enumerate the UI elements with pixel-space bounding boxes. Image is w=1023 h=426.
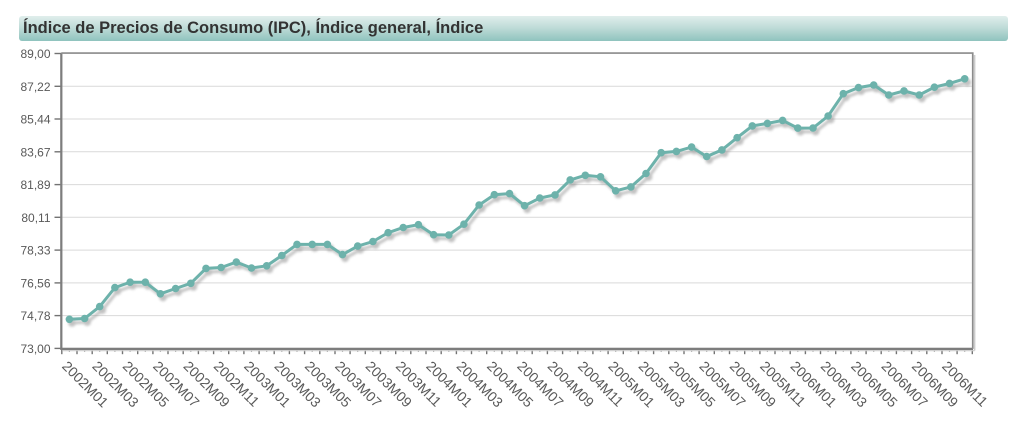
svg-text:85,44: 85,44 xyxy=(20,113,50,127)
svg-text:76,56: 76,56 xyxy=(20,277,50,291)
svg-text:80,11: 80,11 xyxy=(21,211,50,225)
svg-text:81,89: 81,89 xyxy=(20,178,50,192)
svg-text:83,67: 83,67 xyxy=(20,145,50,159)
svg-text:74,78: 74,78 xyxy=(20,309,50,323)
svg-text:73,00: 73,00 xyxy=(20,342,50,356)
svg-text:87,22: 87,22 xyxy=(20,80,50,94)
svg-text:78,33: 78,33 xyxy=(20,244,50,258)
svg-text:89,00: 89,00 xyxy=(20,47,50,61)
